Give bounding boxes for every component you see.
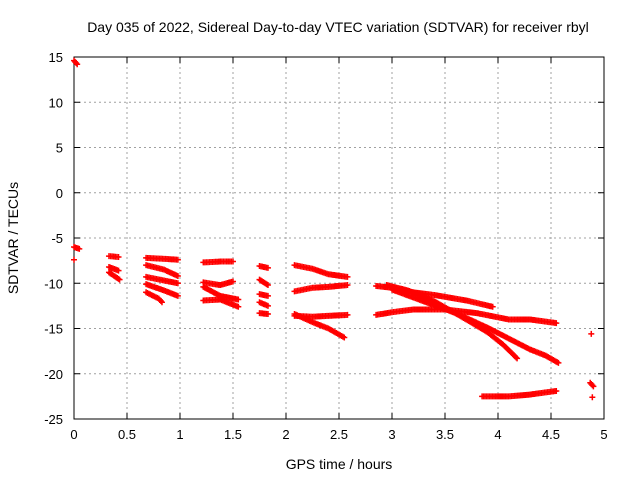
data-point <box>344 273 351 280</box>
x-tick-label: 4 <box>494 427 501 442</box>
data-point <box>174 273 181 280</box>
series-s01 <box>71 57 81 68</box>
data-point <box>174 280 181 287</box>
series-s22 <box>291 282 351 295</box>
series-s13 <box>200 278 236 289</box>
data-point <box>71 256 77 263</box>
data-point <box>115 254 122 261</box>
x-tick-label: 2.5 <box>330 427 348 442</box>
series-s18 <box>256 291 271 299</box>
series-s20 <box>256 310 271 318</box>
data-point <box>264 264 271 271</box>
series-s04 <box>105 253 122 261</box>
data-point <box>514 355 521 362</box>
series-s03 <box>71 256 77 263</box>
data-point <box>230 278 236 285</box>
data-point <box>344 311 351 318</box>
data-point <box>588 330 595 337</box>
series-s02 <box>71 244 83 252</box>
series-s06 <box>105 269 123 283</box>
series-s11 <box>143 289 165 306</box>
series-s07 <box>143 254 181 263</box>
data-point <box>513 354 520 361</box>
data-point <box>590 383 597 390</box>
y-tick-label: -15 <box>44 322 63 337</box>
series-s29 <box>479 387 560 400</box>
data-point <box>115 275 122 282</box>
data-point <box>489 303 496 310</box>
data-point <box>115 267 122 274</box>
data-point <box>157 298 164 305</box>
series-s19 <box>256 299 271 309</box>
y-tick-label: 15 <box>49 50 63 65</box>
data-point <box>158 299 165 306</box>
y-tick-label: 0 <box>56 186 63 201</box>
series-s15 <box>200 296 242 310</box>
x-tick-label: 1.5 <box>224 427 242 442</box>
series-s12 <box>200 258 236 266</box>
y-tick-label: 10 <box>49 95 63 110</box>
data-point <box>235 303 242 310</box>
y-tick-label: -5 <box>51 231 63 246</box>
data-point <box>263 281 270 288</box>
x-tick-label: 5 <box>600 427 607 442</box>
x-tick-labels: 0 0.5 1 1.5 2 2.5 3 3.5 4 4.5 5 <box>70 427 607 442</box>
series-s16 <box>256 263 271 271</box>
data-point <box>174 292 181 299</box>
series-s10 <box>143 281 181 299</box>
y-tick-label: 5 <box>56 141 63 156</box>
data-point <box>553 387 560 394</box>
series-s28 <box>389 286 562 366</box>
series-s24 <box>291 311 348 341</box>
x-tick-label: 1 <box>176 427 183 442</box>
series-s08 <box>143 262 181 280</box>
x-tick-label: 3.5 <box>436 427 454 442</box>
data-point <box>230 258 236 265</box>
data-point <box>235 296 242 303</box>
y-tick-labels: 15 10 5 0 -5 -10 -15 -20 -25 <box>44 50 63 427</box>
data-point <box>264 292 271 299</box>
series-s32 <box>589 394 596 401</box>
data-points <box>71 57 597 401</box>
series-s09 <box>143 273 181 287</box>
data-point <box>264 302 271 309</box>
y-tick-label: -20 <box>44 367 63 382</box>
data-point <box>553 320 560 327</box>
data-point <box>589 394 596 401</box>
series-s05 <box>105 263 122 274</box>
series-s17 <box>256 276 271 289</box>
series-s21 <box>291 262 351 280</box>
series-s31 <box>587 379 597 390</box>
y-tick-label: -10 <box>44 276 63 291</box>
data-point <box>76 245 83 252</box>
data-point <box>174 256 181 263</box>
data-point <box>116 276 123 283</box>
x-tick-label: 2 <box>282 427 289 442</box>
data-point <box>73 60 80 67</box>
x-tick-label: 0.5 <box>118 427 136 442</box>
data-point <box>74 61 81 68</box>
data-point <box>264 311 271 318</box>
x-tick-label: 0 <box>70 427 77 442</box>
chart-title: Day 035 of 2022, Sidereal Day-to-day VTE… <box>87 19 589 35</box>
series-s30 <box>588 330 595 337</box>
x-axis-label: GPS time / hours <box>286 456 393 472</box>
series-s14 <box>200 283 242 303</box>
grid-lines <box>74 57 604 419</box>
data-point <box>264 282 271 289</box>
data-point <box>589 382 596 389</box>
data-point <box>555 359 562 366</box>
data-point <box>341 334 348 341</box>
y-axis-label: SDTVAR / TECUs <box>5 182 21 294</box>
x-tick-label: 3 <box>388 427 395 442</box>
tick-marks <box>73 56 605 420</box>
y-tick-label: -25 <box>44 412 63 427</box>
x-tick-label: 4.5 <box>542 427 560 442</box>
data-point <box>344 282 351 289</box>
